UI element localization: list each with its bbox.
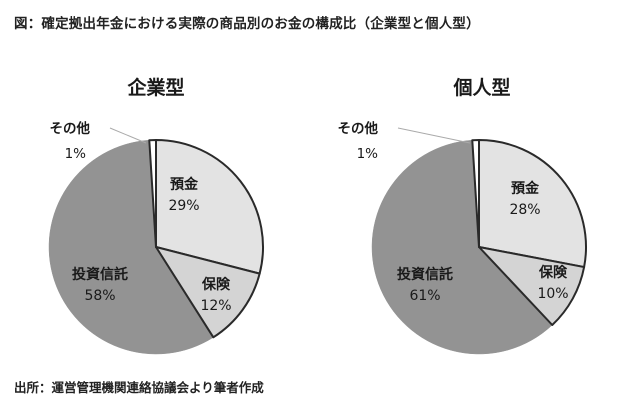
source-note: 出所：運営管理機関連絡協議会より筆者作成 xyxy=(14,380,264,395)
pie-chart-corporate: 企業型 預金 29% 保険 12% 投資信託 58% その他 1% xyxy=(48,76,264,355)
slice-label-insurance-corporate: 保険 xyxy=(201,276,231,293)
leader-line-other-corporate xyxy=(109,127,147,144)
pie-slice-deposit-individual xyxy=(478,139,587,269)
slice-value-deposit-corporate: 29% xyxy=(168,198,199,214)
pie-slice-trust-individual xyxy=(371,139,553,355)
chart-title-individual: 個人型 xyxy=(452,76,510,99)
pie-slice-insurance-corporate xyxy=(155,246,261,339)
slice-value-trust-corporate: 58% xyxy=(84,288,115,304)
slice-value-insurance-corporate: 12% xyxy=(200,298,231,314)
figure-title: 図：確定拠出年金における実際の商品別のお金の構成比（企業型と個人型） xyxy=(14,16,480,32)
pie-chart-individual: 個人型 預金 28% 保険 10% 投資信託 61% その他 1% xyxy=(338,76,587,355)
pie-slice-other-corporate xyxy=(148,138,157,248)
slice-value-insurance-individual: 10% xyxy=(537,286,568,302)
pie-slice-trust-corporate xyxy=(48,139,214,355)
leader-line-other-individual xyxy=(397,127,471,144)
slice-value-deposit-individual: 28% xyxy=(509,202,540,218)
slice-label-deposit-individual: 預金 xyxy=(511,180,540,197)
slice-value-other-individual: 1% xyxy=(357,146,379,162)
chart-title-corporate: 企業型 xyxy=(126,76,184,99)
slice-value-other-corporate: 1% xyxy=(65,146,87,162)
slice-label-insurance-individual: 保険 xyxy=(538,264,568,281)
pie-slice-insurance-individual xyxy=(478,246,586,326)
slice-label-deposit-corporate: 預金 xyxy=(170,176,199,193)
pie-slice-other-individual xyxy=(471,138,480,248)
pie-slice-deposit-corporate xyxy=(155,139,264,275)
slice-label-other-individual: その他 xyxy=(338,120,379,137)
slice-value-trust-individual: 61% xyxy=(409,288,440,304)
slice-label-other-corporate: その他 xyxy=(50,120,91,137)
slice-label-trust-corporate: 投資信託 xyxy=(72,266,128,283)
slice-label-trust-individual: 投資信託 xyxy=(397,266,453,283)
